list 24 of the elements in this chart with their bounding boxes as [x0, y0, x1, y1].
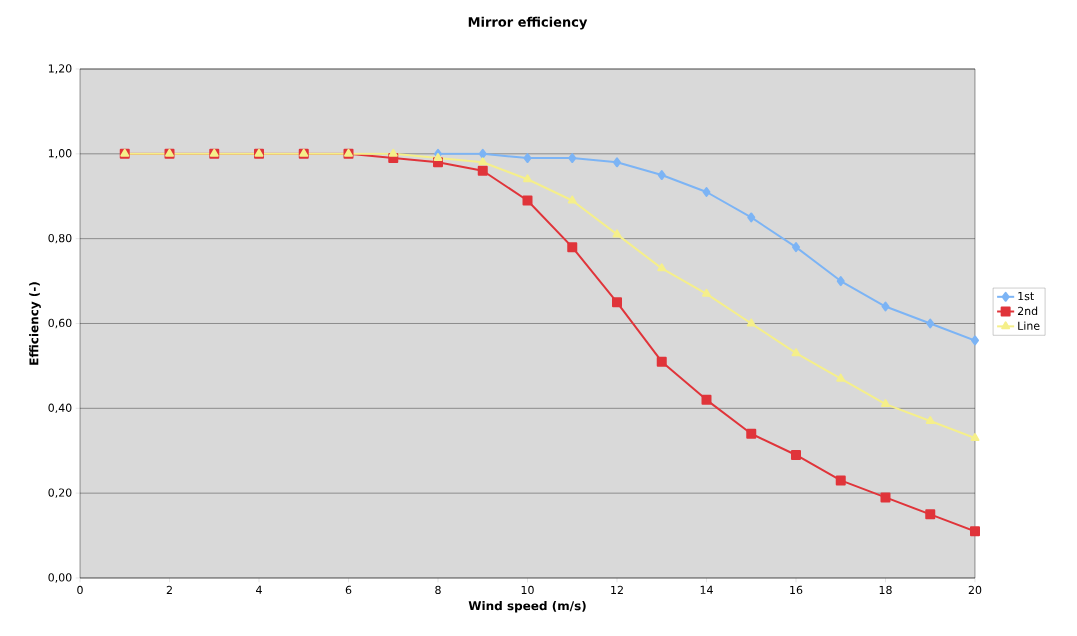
y-tick-label: 0,60	[48, 318, 72, 329]
x-tick-label: 8	[435, 585, 441, 595]
y-tick-label: 0,80	[48, 233, 72, 244]
x-tick-label: 20	[968, 585, 982, 595]
x-tick-label: 12	[611, 585, 623, 594]
legend-label: 1st	[1018, 292, 1034, 301]
legend-label: Line	[1018, 321, 1040, 330]
y-tick-label: 0,20	[48, 488, 72, 498]
y-tick-label: 1,00	[48, 149, 72, 159]
y-axis-title: Efficiency (-)	[29, 282, 41, 365]
x-axis-title: Wind speed (m/s)	[468, 600, 586, 613]
x-tick-label: 10	[521, 585, 534, 595]
x-tick-label: 4	[256, 585, 262, 594]
legend-label: 2nd	[1017, 306, 1038, 316]
y-tick-label: 0,00	[48, 573, 72, 583]
x-tick-label: 14	[700, 585, 713, 594]
x-tick-label: 2	[166, 585, 172, 594]
x-tick-label: 6	[345, 585, 352, 595]
x-tick-label: 18	[879, 585, 892, 595]
x-tick-label: 0	[77, 585, 83, 595]
x-tick-label: 16	[790, 585, 803, 595]
chart-title: Mirror efficiency	[468, 16, 588, 30]
y-tick-label: 1,20	[48, 64, 72, 74]
y-tick-label: 0,40	[48, 403, 72, 414]
